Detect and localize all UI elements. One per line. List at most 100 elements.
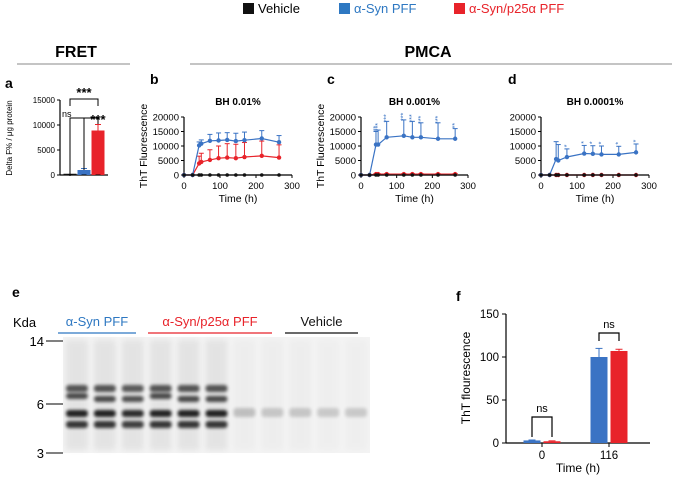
- panel-b-y-tick-label: 10000: [153, 142, 179, 153]
- panel-d-series-line-syn: [541, 151, 637, 176]
- blot-lane: [317, 408, 340, 417]
- blot-lane: [345, 408, 367, 417]
- panel-c-significance: ***: [401, 113, 408, 121]
- panel-d-point-vehicle: [547, 173, 552, 177]
- blot-marker-label: 6: [37, 397, 44, 412]
- panel-d-point-vehicle: [556, 173, 561, 177]
- blot-band: [177, 410, 200, 417]
- legend-label-vehicle: Vehicle: [258, 1, 300, 16]
- panel-e-western-blot: Kda 14 6 3 α-Syn PFF α-Syn/p25α PFF Vehicle: [13, 314, 370, 461]
- panel-b-series-p25: [181, 140, 282, 178]
- blot-band: [93, 396, 116, 402]
- panel-c-line-chart: BH 0.001% 0 5000 10000 15000 20000 0 100 200 300 T…: [315, 97, 476, 205]
- panel-d-x-axis-label: Time (h): [576, 193, 615, 205]
- panel-b-y-tick-label: 0: [174, 171, 179, 182]
- blot-band: [289, 408, 312, 417]
- panel-b-series-line-p25: [184, 155, 280, 176]
- panel-d-line-chart: BH 0.0001% 0 5000 10000 15000 20000 0 100 200 300…: [510, 97, 657, 205]
- panel-b-point-p25: [207, 157, 213, 163]
- panel-c-y-tick-label: 10000: [330, 142, 356, 153]
- blot-lane: [205, 340, 228, 450]
- blot-band: [93, 410, 116, 417]
- panel-b-line-chart: BH 0.01% 0 5000 10000 15000 20000 0 100 200 300 Ti…: [138, 97, 300, 205]
- blot-marker-label: 3: [37, 446, 44, 461]
- panel-letter-f: f: [456, 288, 461, 304]
- blot-lane-smear: [289, 340, 311, 450]
- blot-band: [261, 408, 284, 417]
- panel-c-point-vehicle: [359, 173, 363, 177]
- panel-d-x-tick-label: 300: [641, 181, 657, 192]
- panel-f-x-tick-label: 0: [539, 450, 545, 462]
- panel-d-significance: *: [633, 139, 640, 142]
- panel-a-fret-bar-chart: 0 5000 10000 15000 Delta F% / μg protein ns **…: [5, 85, 108, 180]
- panel-c-point-vehicle: [384, 173, 389, 177]
- panel-b-point-p25: [242, 154, 247, 160]
- panel-b-point-vehicle: [216, 173, 221, 177]
- blot-band: [121, 421, 144, 428]
- panel-b-point-syn: [233, 138, 239, 144]
- blot-band: [121, 385, 144, 392]
- panel-b-point-vehicle: [242, 173, 247, 177]
- panel-b-point-vehicle: [234, 173, 238, 177]
- panel-d-point-vehicle: [616, 173, 621, 177]
- panel-f-y-tick-label: 0: [493, 438, 499, 450]
- blot-lane: [66, 340, 88, 450]
- panel-letter-c: c: [327, 71, 335, 87]
- blot-lane: [93, 340, 116, 450]
- panel-d-series-vehicle: [539, 173, 638, 177]
- blot-lane-smear: [121, 340, 144, 450]
- blot-band: [233, 408, 256, 417]
- panel-d-point-syn: [590, 151, 596, 157]
- panel-b-point-vehicle: [277, 173, 281, 177]
- blot-band: [177, 421, 200, 428]
- panel-c-point-vehicle: [410, 173, 415, 177]
- blot-band: [149, 385, 172, 392]
- panel-d-x-tick-label: 200: [605, 181, 621, 192]
- blot-band: [66, 421, 88, 428]
- panel-b-point-syn: [207, 138, 213, 143]
- panel-b-point-vehicle: [208, 173, 212, 177]
- blot-lane: [233, 408, 256, 417]
- blot-band: [177, 396, 200, 402]
- panel-f-bar-syn: [590, 357, 608, 443]
- panel-c-y-tick-label: 5000: [335, 156, 356, 167]
- blot-lane: [149, 340, 172, 450]
- panel-f-y-axis-label: ThT flourescence: [459, 331, 473, 424]
- panel-b-point-p25: [199, 159, 204, 165]
- panel-d-x-tick-label: 100: [569, 181, 585, 192]
- panel-c-point-vehicle: [402, 173, 406, 177]
- blot-group-label: α-Syn PFF: [66, 314, 128, 329]
- panel-f-y-tick-label: 50: [486, 395, 499, 407]
- panel-c-y-axis-label: ThT Fluorescence: [315, 104, 327, 189]
- blot-group-label: α-Syn/p25α PFF: [162, 314, 257, 329]
- panel-d-point-vehicle: [634, 173, 638, 177]
- panel-c-x-axis-label: Time (h): [395, 193, 434, 205]
- panel-c-significance: **: [452, 123, 459, 129]
- blot-marker-label: 14: [30, 334, 44, 349]
- blot-band: [93, 385, 116, 392]
- panel-c-significance: ***: [375, 123, 382, 131]
- panel-d-y-tick-label: 15000: [510, 127, 536, 138]
- panel-b-y-tick-label: 20000: [153, 113, 179, 124]
- panel-c-point-vehicle: [453, 173, 457, 177]
- panel-c-x-tick-label: 200: [424, 181, 440, 192]
- panel-b-title: BH 0.01%: [215, 97, 261, 108]
- panel-b-point-syn: [276, 140, 282, 145]
- blot-lane-smear: [261, 340, 283, 450]
- blot-band: [205, 385, 228, 392]
- panel-c-significance: ***: [418, 115, 425, 123]
- panel-c-point-vehicle: [436, 173, 440, 177]
- panel-a-annotation-outer: ***: [76, 85, 92, 100]
- panel-d-x-tick-label: 0: [538, 181, 543, 192]
- blot-lane-smear: [93, 340, 116, 450]
- legend-swatch-p25: [454, 3, 465, 14]
- panel-f-y-tick-label: 150: [480, 309, 499, 321]
- panel-d-point-vehicle: [599, 173, 604, 177]
- panel-b-point-p25: [233, 155, 239, 161]
- panel-f-y-tick-label: 100: [480, 352, 499, 364]
- blot-band: [149, 410, 172, 417]
- panel-b-x-tick-label: 0: [181, 181, 186, 192]
- panel-d-series-syn: [538, 141, 639, 178]
- blot-group-label: Vehicle: [301, 314, 343, 329]
